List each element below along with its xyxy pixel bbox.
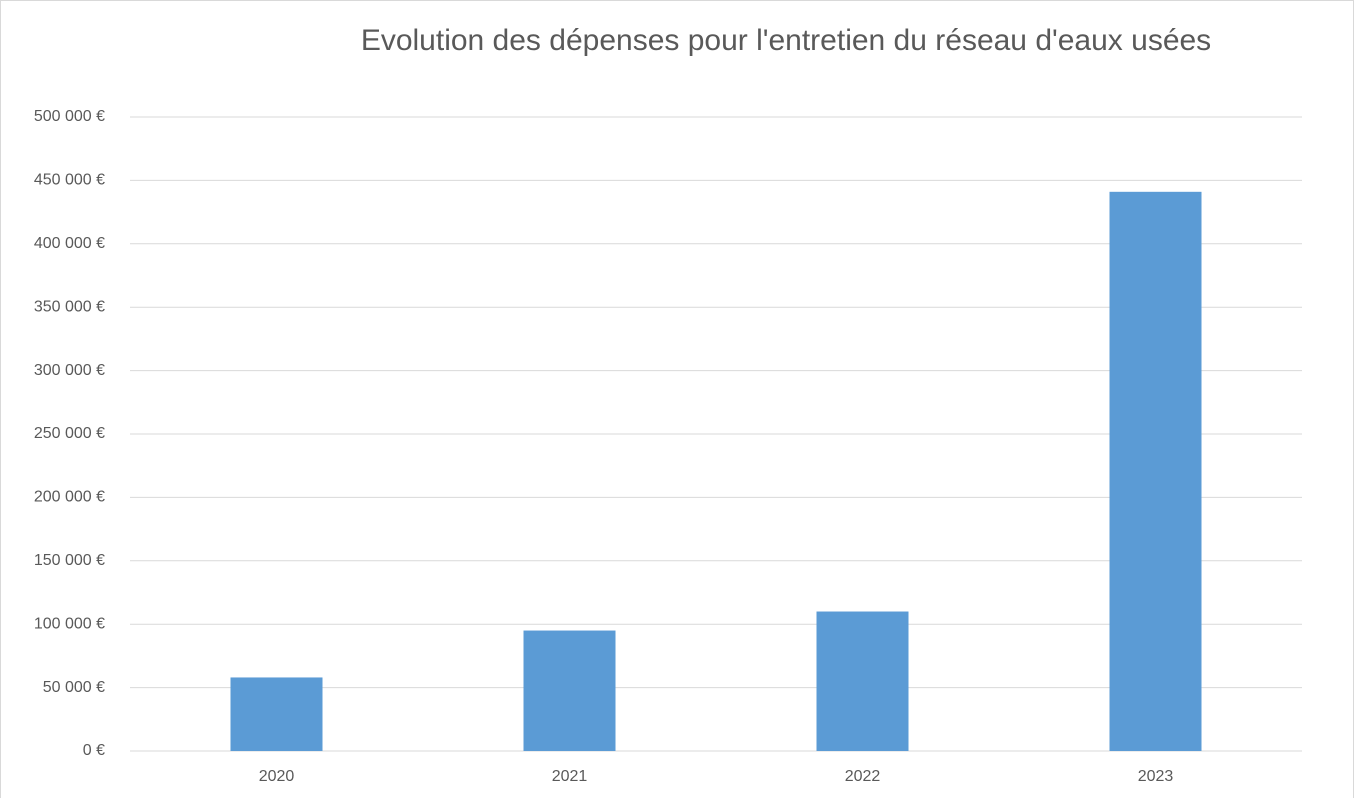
y-tick-label: 400 000 € — [34, 235, 105, 252]
y-tick-label: 0 € — [83, 742, 105, 759]
bar — [816, 611, 909, 751]
y-tick-label: 50 000 € — [43, 679, 105, 696]
y-tick-label: 500 000 € — [34, 108, 105, 125]
y-tick-label: 100 000 € — [34, 615, 105, 632]
x-tick-label: 2023 — [1138, 768, 1174, 785]
x-tick-label: 2021 — [552, 768, 588, 785]
bar — [1109, 191, 1202, 751]
x-tick-label: 2020 — [259, 768, 295, 785]
y-tick-label: 450 000 € — [34, 172, 105, 189]
y-tick-label: 150 000 € — [34, 552, 105, 569]
x-tick-label: 2022 — [845, 768, 881, 785]
y-tick-label: 300 000 € — [34, 362, 105, 379]
y-tick-label: 200 000 € — [34, 489, 105, 506]
y-tick-label: 350 000 € — [34, 298, 105, 315]
bar — [523, 630, 616, 751]
bar — [230, 677, 323, 751]
chart-title: Evolution des dépenses pour l'entretien … — [361, 24, 1211, 57]
y-tick-label: 250 000 € — [34, 425, 105, 442]
